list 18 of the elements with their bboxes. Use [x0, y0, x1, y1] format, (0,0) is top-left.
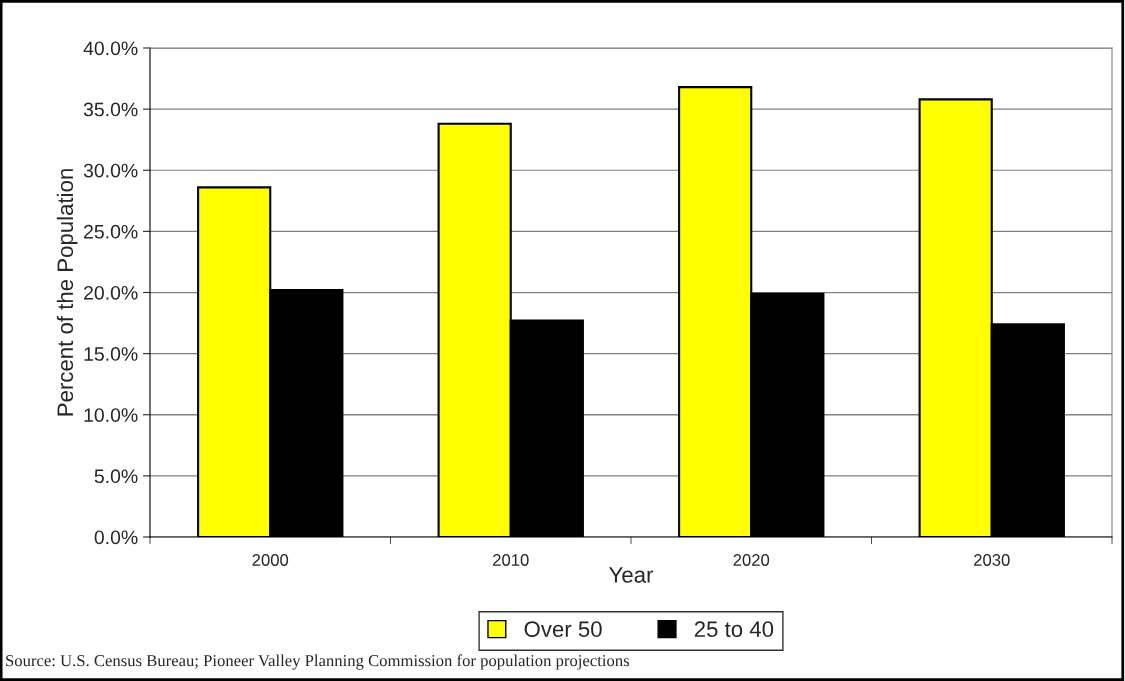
y-tick-label: 0.0% — [94, 530, 138, 545]
y-tick-label: 15.0% — [84, 347, 138, 361]
y-tick-label: 5.0% — [94, 469, 138, 484]
y-tick-label: 25.0% — [84, 224, 138, 239]
y-tick-label: 20.0% — [84, 285, 138, 300]
x-axis-title: Year — [609, 567, 654, 583]
x-tick-label: 2030 — [974, 554, 1010, 566]
y-tick-label: 10.0% — [84, 408, 138, 422]
y-tick-label: 30.0% — [83, 163, 138, 178]
x-tick-label: 2020 — [733, 554, 770, 566]
y-tick-label: 40.0% — [83, 41, 138, 56]
legend-label: 25 to 40 — [694, 621, 774, 638]
source-note: Source: U.S. Census Bureau; Pioneer Valley Planning Commission for population projections — [6, 654, 630, 670]
x-tick-label: 2010 — [493, 554, 529, 566]
legend-label: Over 50 — [524, 621, 602, 638]
y-axis-title: Percent of the Population — [56, 169, 78, 416]
y-tick-label: 35.0% — [83, 102, 138, 117]
x-tick-label: 2000 — [252, 554, 289, 566]
